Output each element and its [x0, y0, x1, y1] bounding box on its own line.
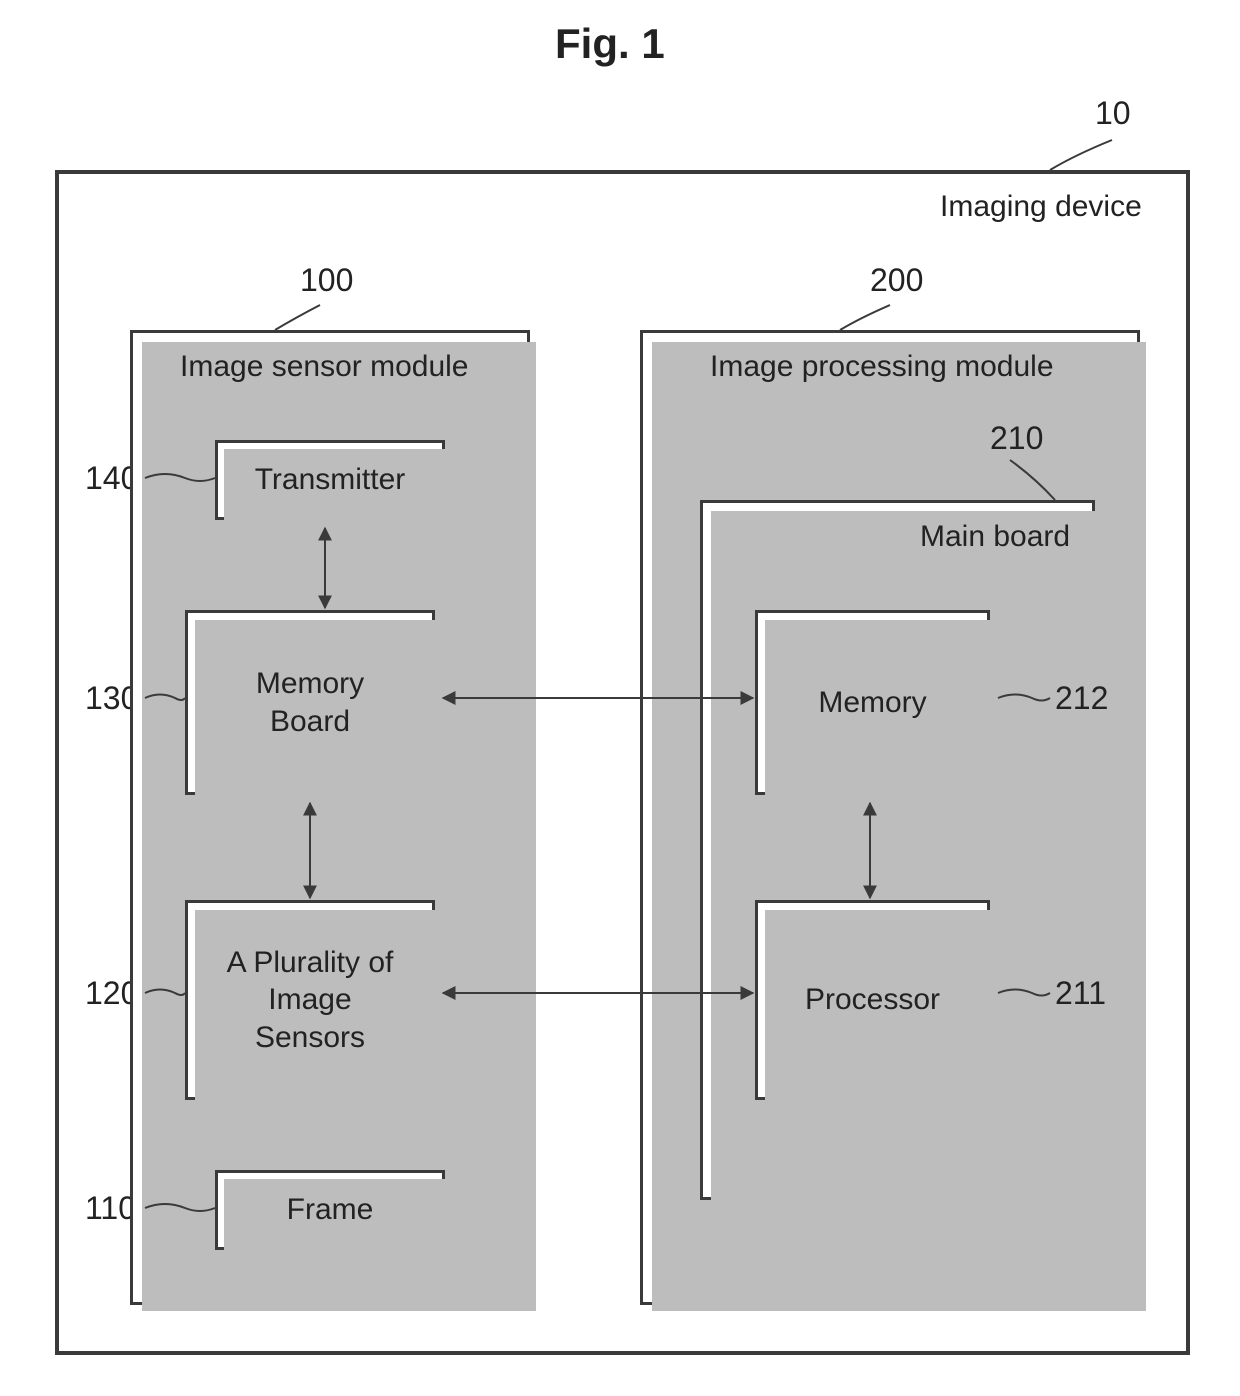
figure-title: Fig. 1 — [555, 20, 665, 68]
ref-210: 210 — [990, 420, 1043, 457]
ref-200: 200 — [870, 262, 923, 299]
memory-board-box: Memory Board — [185, 610, 435, 795]
imaging-device-label: Imaging device — [940, 190, 1142, 224]
ref-212: 212 — [1055, 680, 1108, 717]
ref-10: 10 — [1095, 95, 1131, 132]
image-sensors-box: A Plurality of Image Sensors — [185, 900, 435, 1100]
ref-100: 100 — [300, 262, 353, 299]
memory-board-label: Memory Board — [188, 613, 432, 792]
processor-label: Processor — [758, 903, 987, 1097]
image-sensor-module-label: Image sensor module — [180, 350, 469, 384]
transmitter-box: Transmitter — [215, 440, 445, 520]
frame-box: Frame — [215, 1170, 445, 1250]
memory-label: Memory — [758, 613, 987, 792]
image-sensors-label: A Plurality of Image Sensors — [188, 903, 432, 1097]
transmitter-label: Transmitter — [218, 443, 442, 517]
processor-box: Processor — [755, 900, 990, 1100]
frame-label: Frame — [218, 1173, 442, 1247]
leader-10 — [1050, 140, 1112, 170]
ref-110: 110 — [85, 1190, 136, 1227]
ref-211: 211 — [1055, 975, 1106, 1012]
main-board-label: Main board — [920, 520, 1070, 554]
memory-box: Memory — [755, 610, 990, 795]
image-processing-module-label: Image processing module — [710, 350, 1054, 384]
